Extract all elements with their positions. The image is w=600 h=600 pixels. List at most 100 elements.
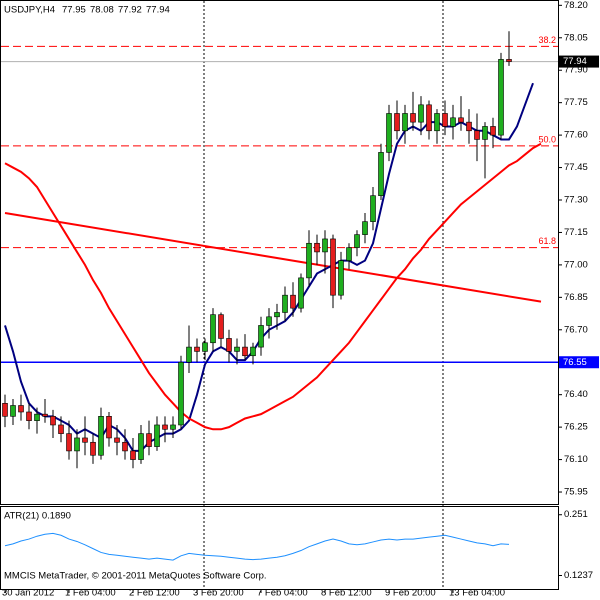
price-box-label: 77.94	[563, 56, 587, 67]
candle-body	[386, 113, 392, 153]
candle-body	[370, 195, 376, 222]
footer: MMCIS MetaTrader, © 2001-2011 MetaQuotes…	[4, 571, 267, 582]
y-tick-label: 78.05	[564, 32, 588, 43]
atr-frame	[0, 506, 559, 590]
x-tick-label: 3 Feb 20:00	[193, 588, 244, 599]
y-tick-label: 77.90	[564, 65, 588, 76]
candle-body	[354, 234, 360, 248]
moving-average	[4, 142, 542, 431]
y-tick-label: 77.60	[564, 130, 588, 141]
candle-body	[202, 342, 208, 352]
candle-body	[234, 346, 240, 352]
candle-body	[474, 130, 480, 140]
candle-body	[186, 346, 192, 363]
candle-body	[450, 117, 456, 127]
price-box-label: 76.55	[563, 357, 587, 368]
candle-body	[74, 437, 80, 452]
candle-body	[306, 242, 312, 279]
candle-body	[98, 416, 104, 456]
candle-body	[466, 121, 472, 132]
x-tick-label: 9 Feb 20:00	[385, 588, 436, 599]
candle-body	[114, 437, 120, 443]
y-tick-label: 0.251	[564, 509, 588, 520]
candle-body	[410, 113, 416, 123]
candle-body	[346, 247, 352, 261]
candle-body	[490, 126, 496, 136]
trendline	[4, 211, 542, 303]
header-high: 78.08	[90, 5, 114, 16]
candle-body	[394, 113, 400, 132]
price-box	[559, 55, 599, 68]
candle-body	[130, 450, 136, 460]
candle-body	[210, 314, 216, 344]
candle-body	[50, 416, 56, 426]
header-low: 77.92	[118, 5, 142, 16]
y-tick-label: 76.85	[564, 292, 588, 303]
y-tick-label: 76.40	[564, 389, 588, 400]
y-tick-label: 0.1237	[564, 570, 593, 581]
candle-body	[66, 433, 72, 452]
atr-title: ATR(21) 0.1890	[4, 511, 71, 522]
x-tick-label: 8 Feb 12:00	[321, 588, 372, 599]
y-tick-label: 77.30	[564, 195, 588, 206]
x-tick-label: 30 Jan 2012	[2, 588, 54, 599]
candle-body	[418, 104, 424, 123]
y-tick-label: 76.25	[564, 422, 588, 433]
x-tick-label: 7 Feb 04:00	[257, 588, 308, 599]
candle-body	[362, 221, 368, 235]
candle-body	[90, 441, 96, 456]
candle-body	[162, 424, 168, 430]
candle-body	[26, 411, 32, 421]
candle-body	[170, 424, 176, 430]
candle-body	[506, 59, 512, 62]
candle-body	[426, 104, 432, 132]
candle-body	[282, 294, 288, 313]
candle-body	[146, 433, 152, 447]
main-frame	[0, 0, 559, 505]
header-close: 77.94	[146, 5, 170, 16]
candle-body	[330, 238, 336, 296]
candle-body	[106, 416, 112, 439]
candle-body	[154, 424, 160, 447]
candle-body	[138, 433, 144, 460]
candle-body	[274, 312, 280, 318]
x-tick-label: 13 Feb 04:00	[449, 588, 505, 599]
candle-body	[290, 294, 296, 309]
candle-body	[458, 117, 464, 123]
candle-body	[482, 126, 488, 140]
candle-body	[250, 346, 256, 357]
candle-body	[322, 238, 328, 253]
candle-body	[58, 424, 64, 434]
candle-body	[122, 441, 128, 452]
y-tick-label: 77.45	[564, 162, 588, 173]
y-tick-label: 76.10	[564, 454, 588, 465]
candle-body	[10, 405, 16, 417]
candle-body	[34, 413, 40, 421]
candle-body	[378, 152, 384, 196]
price-box	[559, 356, 599, 369]
candle-body	[82, 437, 88, 443]
candle-body	[178, 361, 184, 426]
header-open: 77.95	[62, 5, 86, 16]
y-tick-label: 76.70	[564, 324, 588, 335]
candle-body	[218, 314, 224, 339]
candle-body	[434, 113, 440, 132]
y-tick-label: 78.20	[564, 0, 588, 11]
x-tick-label: 1 Feb 04:00	[65, 588, 116, 599]
candle-body	[266, 316, 272, 326]
candle-body	[18, 405, 24, 413]
candle-body	[42, 413, 48, 417]
candle-body	[2, 403, 8, 417]
y-tick-label: 75.95	[564, 487, 588, 498]
candle-body	[242, 346, 248, 357]
candle-body	[498, 59, 504, 136]
candle-body	[258, 325, 264, 348]
fib-label: 61.8	[538, 236, 556, 246]
candle-body	[298, 277, 304, 309]
fib-label: 50.0	[538, 134, 556, 144]
y-tick-label: 77.75	[564, 97, 588, 108]
chart-symbol: USDJPY,H4	[4, 5, 55, 16]
